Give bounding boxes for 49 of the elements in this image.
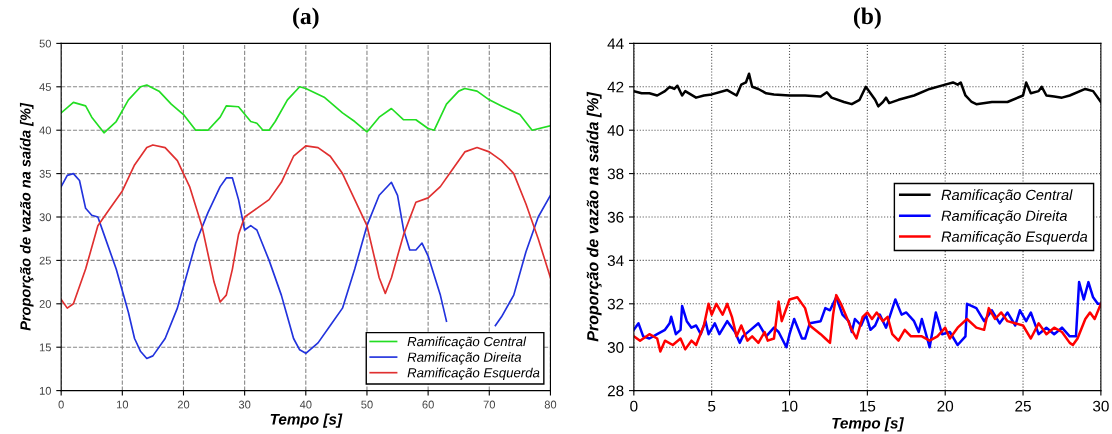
x-tick-label: 5 (708, 400, 716, 412)
legend-label: Ramificação Esquerda (941, 231, 1088, 245)
y-tick-label: 10 (39, 386, 51, 395)
x-tick-label: 30 (1092, 400, 1109, 412)
x-tick-label: 20 (177, 400, 190, 409)
y-tick-label: 20 (39, 300, 51, 308)
y-tick-label: 35 (39, 169, 51, 178)
x-tick-label: 0 (58, 400, 64, 409)
x-tick-label: 10 (116, 400, 129, 409)
y-tick-label: 50 (39, 39, 51, 48)
x-tick-label: 25 (1015, 400, 1031, 412)
x-tick-label: 80 (544, 400, 557, 409)
y-axis-title: Proporção de vazão na saída [%] (19, 102, 34, 331)
y-tick-label: 30 (39, 213, 51, 222)
y-tick-label: 38 (607, 168, 624, 180)
x-tick-label: 70 (483, 400, 496, 409)
legend-label: Ramificação Central (407, 336, 527, 349)
line-series (61, 84, 551, 134)
x-tick-label: 30 (238, 400, 251, 409)
legend-label: Ramificação Direita (407, 352, 522, 365)
x-tick-label: 50 (361, 400, 373, 409)
y-tick-label: 40 (39, 126, 51, 135)
legend-label: Ramificação Central (941, 189, 1073, 203)
chart-title: (b) (853, 7, 881, 29)
y-tick-label: 15 (39, 343, 51, 352)
x-tick-label: 20 (937, 400, 954, 412)
y-tick-label: 45 (39, 83, 51, 91)
legend-label: Ramificação Esquerda (407, 367, 540, 381)
y-tick-label: 36 (607, 211, 624, 223)
chart-title: (a) (293, 7, 319, 29)
x-tick-label: 40 (299, 400, 312, 409)
x-tick-label: 0 (630, 400, 638, 412)
x-axis-title: Tempo [s] (270, 413, 343, 428)
legend-label: Ramificação Direita (941, 210, 1067, 224)
line-series (633, 293, 1101, 353)
y-tick-label: 25 (39, 256, 51, 265)
y-tick-label: 30 (607, 342, 624, 353)
y-tick-label: 40 (607, 125, 624, 136)
y-axis-title: Proporção de vazão na saída [%] (586, 91, 602, 342)
x-axis-title: Tempo [s] (832, 417, 904, 432)
line-series (61, 144, 551, 309)
x-tick-label: 60 (422, 400, 434, 409)
y-tick-label: 32 (607, 298, 624, 310)
y-tick-label: 28 (607, 385, 624, 397)
x-tick-label: 10 (782, 400, 798, 412)
y-tick-label: 44 (607, 38, 624, 49)
y-tick-label: 34 (607, 255, 624, 267)
x-tick-label: 15 (860, 400, 876, 412)
y-tick-label: 42 (607, 81, 624, 93)
